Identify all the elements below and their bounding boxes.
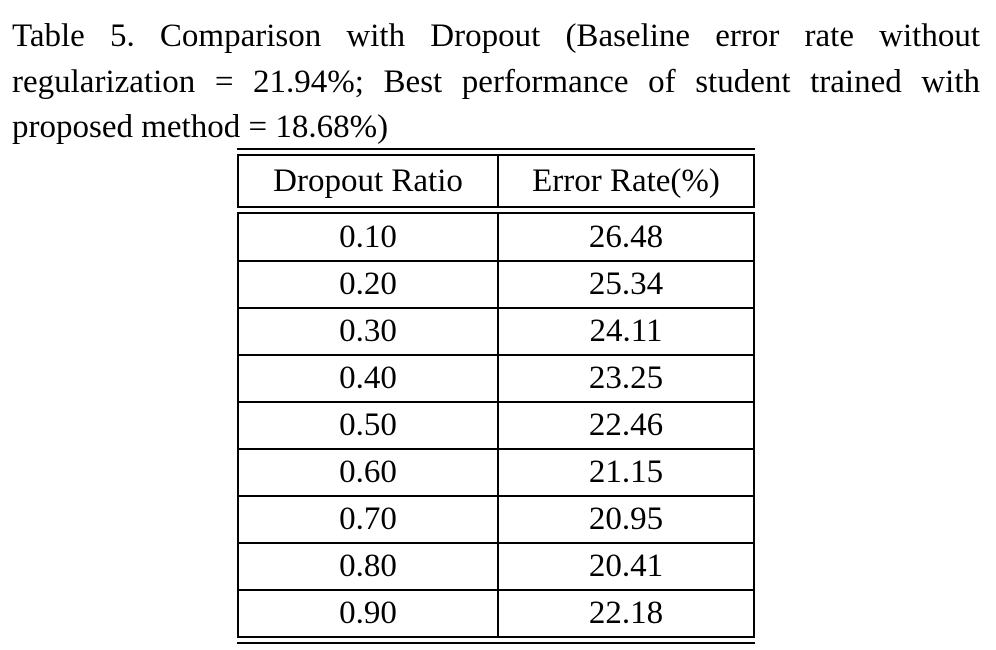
table-row: 0.40 23.25	[237, 355, 755, 403]
cell-dropout-ratio: 0.70	[237, 496, 499, 544]
table-row: 0.50 22.46	[237, 402, 755, 450]
table-row: 0.20 25.34	[237, 261, 755, 309]
caption-line-2: regularization = 21.94%; Best performanc…	[12, 63, 980, 100]
cell-dropout-ratio: 0.10	[237, 212, 499, 262]
cell-dropout-ratio: 0.20	[237, 261, 499, 309]
cell-error-rate: 22.18	[497, 590, 755, 638]
cell-error-rate: 20.95	[497, 496, 755, 544]
table-row: 0.70 20.95	[237, 496, 755, 544]
table-row: 0.60 21.15	[237, 449, 755, 497]
cell-dropout-ratio: 0.40	[237, 355, 499, 403]
bottom-rule	[237, 642, 755, 644]
top-rule	[237, 148, 755, 150]
cell-dropout-ratio: 0.30	[237, 308, 499, 356]
cell-error-rate: 20.41	[497, 543, 755, 591]
dropout-table: Dropout Ratio Error Rate(%) 0.10 26.48 0…	[237, 154, 755, 638]
results-table: Dropout Ratio Error Rate(%) 0.10 26.48 0…	[237, 148, 755, 644]
cell-error-rate: 23.25	[497, 355, 755, 403]
cell-error-rate: 26.48	[497, 212, 755, 262]
table-row: 0.90 22.18	[237, 590, 755, 638]
cell-error-rate: 25.34	[497, 261, 755, 309]
header-dropout-ratio: Dropout Ratio	[237, 154, 499, 208]
cell-dropout-ratio: 0.80	[237, 543, 499, 591]
cell-error-rate: 21.15	[497, 449, 755, 497]
cell-dropout-ratio: 0.50	[237, 402, 499, 450]
cell-error-rate: 24.11	[497, 308, 755, 356]
table-row: 0.30 24.11	[237, 308, 755, 356]
header-error-rate: Error Rate(%)	[497, 154, 755, 208]
caption-line-1: Table 5. Comparison with Dropout (Baseli…	[12, 18, 980, 54]
table-caption: Table 5. Comparison with Dropout (Baseli…	[12, 14, 980, 151]
cell-dropout-ratio: 0.60	[237, 449, 499, 497]
cell-error-rate: 22.46	[497, 402, 755, 450]
cell-dropout-ratio: 0.90	[237, 590, 499, 638]
table-row: 0.10 26.48	[237, 212, 755, 262]
caption-line-3: proposed method = 18.68%)	[12, 109, 389, 145]
table-row: 0.80 20.41	[237, 543, 755, 591]
